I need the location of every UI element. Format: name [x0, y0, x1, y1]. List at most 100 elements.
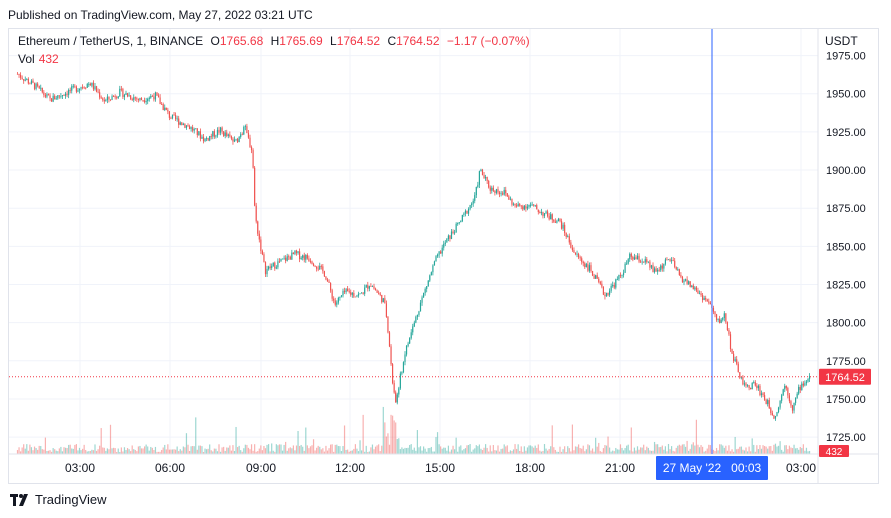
candle-body: [621, 275, 623, 276]
volume-bar: [548, 448, 550, 454]
footer-brand[interactable]: TradingView: [10, 492, 107, 507]
candle-body: [658, 269, 660, 271]
volume-bar: [353, 448, 355, 454]
candle-body: [384, 298, 386, 304]
candle-body: [511, 198, 513, 205]
candle-body: [415, 316, 417, 323]
volume-bar: [134, 449, 136, 454]
volume-bar: [83, 444, 85, 454]
volume-bar: [288, 448, 290, 454]
candle-body: [237, 138, 239, 143]
volume-bar: [547, 450, 549, 454]
candle-body: [779, 400, 781, 408]
candle-body: [497, 189, 499, 193]
volume-bar: [188, 451, 191, 454]
volume-bar: [543, 444, 546, 454]
candle-body: [619, 275, 622, 276]
candle-body: [209, 135, 211, 141]
candle-body: [255, 205, 257, 222]
volume-bar: [47, 450, 50, 454]
volume-bar: [502, 448, 504, 454]
candle-body: [751, 382, 753, 390]
candle-body: [805, 381, 808, 384]
volume-bar: [655, 444, 657, 454]
candle-body: [171, 114, 174, 119]
candle-body: [478, 171, 480, 185]
candle-body: [88, 83, 90, 85]
candle-body: [635, 257, 637, 260]
candle-body: [564, 224, 566, 233]
volume-bar: [585, 449, 587, 454]
volume-bar: [182, 446, 184, 454]
volume-bar: [702, 446, 704, 454]
volume-bar: [557, 451, 560, 454]
candle-body: [24, 79, 26, 81]
candle-body: [263, 254, 265, 263]
candle-body: [708, 301, 710, 303]
volume-bar: [452, 445, 454, 454]
volume-bar: [649, 450, 651, 454]
candle-body: [89, 83, 91, 86]
volume-bar: [621, 447, 623, 454]
candle-body: [51, 98, 53, 102]
volume-bar: [99, 445, 101, 454]
candle-body: [568, 236, 570, 243]
volume-bar: [312, 439, 315, 454]
volume-bar: [263, 445, 265, 454]
candle-body: [466, 210, 468, 214]
candle-body: [712, 308, 715, 312]
volume-bar: [539, 450, 541, 454]
volume-bar: [764, 446, 766, 454]
volume-bar: [255, 451, 257, 454]
volume-bar: [550, 446, 552, 454]
candle-body: [193, 129, 195, 131]
volume-bar: [384, 422, 386, 454]
symbol-legend: Ethereum / TetherUS, 1, BINANCE O1765.68…: [18, 34, 530, 48]
volume-bar: [765, 446, 767, 454]
volume-bar: [404, 447, 406, 454]
candle-body: [579, 257, 581, 259]
volume-bar: [762, 445, 764, 454]
candle-body: [402, 362, 405, 373]
volume-bar: [598, 442, 600, 454]
candle-body: [641, 261, 643, 263]
volume-bar: [272, 450, 274, 454]
volume-bar: [579, 448, 581, 454]
volume-bar: [703, 451, 705, 454]
volume-bar: [374, 446, 377, 454]
volume-bar: [492, 445, 494, 454]
volume-bar: [343, 425, 346, 454]
volume-bar: [726, 450, 728, 454]
volume-bar: [210, 450, 212, 454]
low-value: 1764.52: [336, 34, 381, 48]
chart-frame[interactable]: [8, 28, 879, 484]
price-axis: 1975.00 1950.00 1925.00 1900.00 1875.00 1850.…: [826, 51, 866, 445]
candle-body: [663, 263, 665, 269]
volume-bar: [136, 451, 138, 454]
volume-bar: [748, 446, 750, 454]
currency-label[interactable]: USDT: [825, 34, 858, 48]
candle-body: [655, 268, 657, 272]
volume-bar: [720, 444, 722, 454]
candle-body: [47, 94, 50, 96]
symbol-title[interactable]: Ethereum / TetherUS, 1, BINANCE: [18, 34, 204, 48]
volume-bar: [196, 449, 198, 454]
candle-body: [661, 265, 663, 269]
volume-bar: [773, 444, 775, 454]
candle-body: [272, 262, 274, 267]
volume-bar: [509, 450, 511, 454]
candle-body: [409, 338, 411, 344]
volume-bar: [516, 448, 518, 454]
volume-bar: [734, 436, 736, 454]
volume-bar: [49, 450, 51, 454]
volume-bar: [691, 444, 693, 454]
candle-body: [92, 82, 95, 90]
candle-body: [213, 131, 215, 137]
candle-body: [485, 177, 487, 179]
candle-body: [69, 89, 71, 91]
candle-body: [72, 85, 74, 87]
volume-bar: [480, 448, 482, 454]
candle-body: [770, 408, 772, 414]
volume-label[interactable]: Vol: [18, 52, 35, 66]
